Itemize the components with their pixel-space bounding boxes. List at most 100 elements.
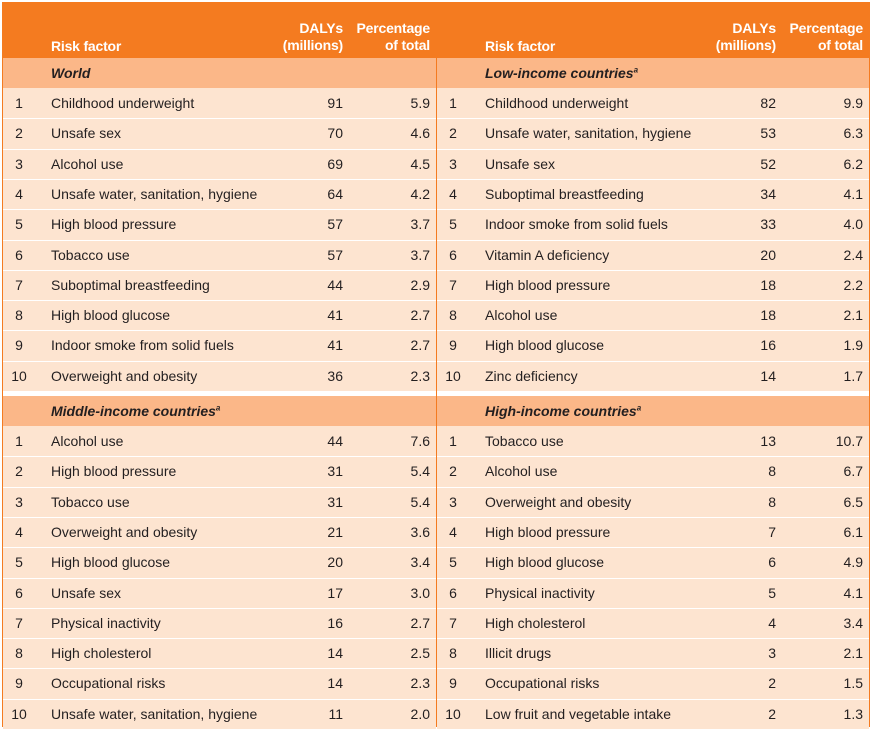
row-separator — [437, 607, 869, 609]
risk-factor-cell: Unsafe water, sanitation, hygiene — [51, 705, 258, 722]
section-header: High-income countriesa — [437, 396, 869, 426]
risk-factor-cell: Physical inactivity — [485, 584, 595, 601]
row-separator — [437, 360, 869, 362]
row-separator — [3, 300, 436, 302]
dalys-cell: 44 — [327, 276, 343, 293]
risk-factor-cell: Unsafe sex — [51, 125, 122, 142]
rank-cell: 3 — [449, 493, 457, 510]
rank-cell: 8 — [15, 645, 23, 662]
rank-cell: 4 — [449, 523, 457, 540]
dalys-cell: 33 — [760, 216, 776, 233]
dalys-cell: 4 — [768, 614, 776, 631]
risk-factor-cell: High blood pressure — [51, 216, 177, 233]
table-row: 6 Vitamin A deficiency 20 2.4 — [437, 240, 869, 270]
percentage-cell: 3.7 — [410, 216, 430, 233]
percentage-cell: 1.5 — [843, 675, 863, 692]
risk-factor-cell: Alcohol use — [485, 463, 558, 480]
risk-factor-cell: High blood glucose — [51, 554, 171, 571]
dalys-cell: 21 — [327, 523, 343, 540]
row-separator — [3, 330, 436, 332]
row-separator — [437, 638, 869, 640]
rank-cell: 8 — [15, 307, 23, 324]
row-separator — [3, 239, 436, 241]
risk-factor-cell: Suboptimal breastfeeding — [51, 276, 210, 293]
table-row: 3 Overweight and obesity 8 6.5 — [437, 487, 869, 517]
row-separator — [437, 516, 869, 518]
dalys-cell: 13 — [760, 433, 776, 449]
rank-cell: 10 — [445, 367, 461, 384]
footnote-marker: a — [633, 65, 639, 75]
header-dalys: DALYs (millions) — [696, 20, 776, 54]
row-separator — [437, 456, 869, 458]
risk-factor-cell: Occupational risks — [485, 675, 600, 692]
dalys-cell: 8 — [768, 493, 776, 510]
row-separator — [437, 209, 869, 211]
percentage-cell: 3.6 — [410, 523, 430, 540]
right-half: Risk factor DALYs (millions) Percentage … — [437, 3, 869, 729]
table-row: 6 Tobacco use 57 3.7 — [3, 240, 436, 270]
percentage-cell: 2.1 — [843, 307, 863, 324]
percentage-cell: 3.4 — [843, 614, 863, 631]
percentage-cell: 2.3 — [410, 367, 430, 384]
dalys-cell: 41 — [327, 307, 343, 324]
dalys-cell: 91 — [327, 95, 343, 111]
dalys-cell: 14 — [327, 675, 343, 692]
table-row: 9 Occupational risks 2 1.5 — [437, 668, 869, 698]
rank-cell: 4 — [449, 185, 457, 202]
percentage-cell: 2.7 — [410, 614, 430, 631]
risk-factor-cell: Unsafe water, sanitation, hygiene — [485, 125, 692, 142]
section-title: Low-income countriesa — [485, 65, 638, 81]
percentage-cell: 4.2 — [410, 185, 430, 202]
rank-cell: 4 — [15, 523, 23, 540]
table-row: 5 High blood glucose 6 4.9 — [437, 547, 869, 577]
rank-cell: 6 — [15, 246, 23, 263]
percentage-cell: 4.1 — [843, 584, 863, 601]
dalys-cell: 20 — [760, 246, 776, 263]
risk-factor-cell: Vitamin A deficiency — [485, 246, 610, 263]
percentage-cell: 2.3 — [410, 675, 430, 692]
table-row: 3 Unsafe sex 52 6.2 — [437, 149, 869, 179]
row-separator — [3, 360, 436, 362]
table-row: 10 Overweight and obesity 36 2.3 — [3, 361, 436, 391]
rank-cell: 7 — [15, 614, 23, 631]
dalys-cell: 57 — [327, 246, 343, 263]
rank-cell: 5 — [449, 554, 457, 571]
dalys-cell: 64 — [327, 185, 343, 202]
table-row: 5 High blood pressure 57 3.7 — [3, 209, 436, 239]
risk-factor-cell: Childhood underweight — [485, 95, 629, 111]
percentage-cell: 2.9 — [410, 276, 430, 293]
risk-factor-cell: Tobacco use — [485, 433, 564, 449]
percentage-cell: 6.5 — [843, 493, 863, 510]
percentage-cell: 4.5 — [410, 155, 430, 172]
rank-cell: 1 — [15, 433, 23, 449]
risk-factor-cell: High cholesterol — [485, 614, 586, 631]
section-rows: 1 Tobacco use 13 10.7 2 Alcohol use 8 6.7 3 Overw… — [437, 426, 869, 729]
dalys-cell: 14 — [327, 645, 343, 662]
dalys-cell: 18 — [760, 307, 776, 324]
table-row: 2 Unsafe sex 70 4.6 — [3, 118, 436, 148]
header-dalys-line1: DALYs — [732, 20, 776, 36]
percentage-cell: 4.6 — [410, 125, 430, 142]
header-percentage: Percentage of total — [773, 20, 864, 54]
dalys-cell: 14 — [760, 367, 776, 384]
row-separator — [3, 516, 436, 518]
table-row: 5 High blood glucose 20 3.4 — [3, 547, 436, 577]
risk-factor-cell: High blood pressure — [485, 276, 611, 293]
table-row: 9 Occupational risks 14 2.3 — [3, 668, 436, 698]
dalys-cell: 3 — [768, 645, 776, 662]
dalys-cell: 57 — [327, 216, 343, 233]
table-row: 7 High blood pressure 18 2.2 — [437, 270, 869, 300]
row-separator — [3, 456, 436, 458]
dalys-cell: 7 — [768, 523, 776, 540]
dalys-cell: 31 — [327, 493, 343, 510]
table-row: 4 Unsafe water, sanitation, hygiene 64 4.2 — [3, 179, 436, 209]
dalys-cell: 69 — [327, 155, 343, 172]
section-header: Middle-income countriesa — [3, 396, 436, 426]
dalys-cell: 16 — [760, 337, 776, 354]
risk-factor-cell: Unsafe sex — [51, 584, 122, 601]
rank-cell: 7 — [449, 276, 457, 293]
section-title-text: Low-income countries — [485, 65, 634, 81]
risk-factor-cell: Physical inactivity — [51, 614, 161, 631]
percentage-cell: 2.5 — [410, 645, 430, 662]
row-separator — [3, 547, 436, 549]
